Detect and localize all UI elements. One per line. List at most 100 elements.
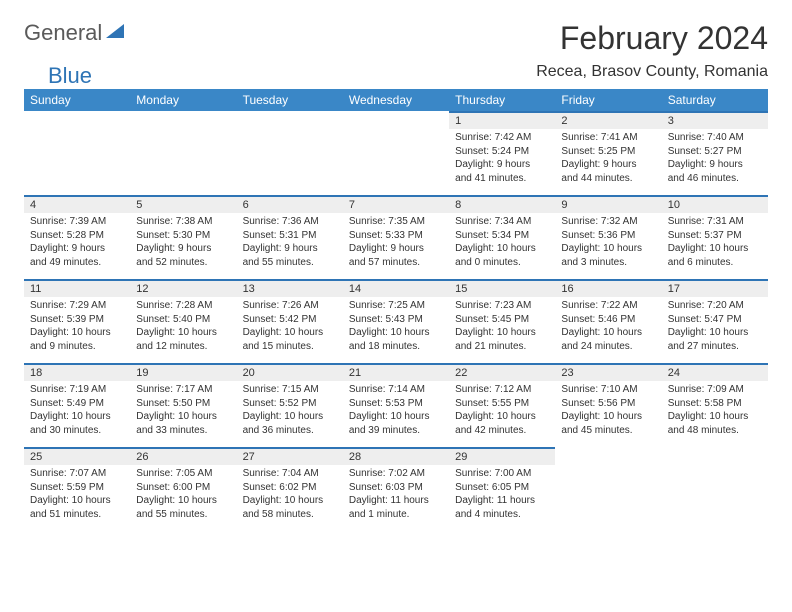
day-info-line: Daylight: 10 hours xyxy=(561,410,655,424)
day-info-line: Daylight: 10 hours xyxy=(136,326,230,340)
day-info-line: Sunset: 5:50 PM xyxy=(136,397,230,411)
day-number-strip: 15 xyxy=(449,279,555,297)
day-info: Sunrise: 7:07 AMSunset: 5:59 PMDaylight:… xyxy=(24,465,130,525)
day-info: Sunrise: 7:38 AMSunset: 5:30 PMDaylight:… xyxy=(130,213,236,273)
day-info-line: Sunrise: 7:14 AM xyxy=(349,383,443,397)
calendar-cell: 11Sunrise: 7:29 AMSunset: 5:39 PMDayligh… xyxy=(24,279,130,363)
day-info-line: Daylight: 10 hours xyxy=(243,410,337,424)
day-info-line: Daylight: 10 hours xyxy=(349,326,443,340)
calendar-cell: 29Sunrise: 7:00 AMSunset: 6:05 PMDayligh… xyxy=(449,447,555,531)
day-info-line: Daylight: 9 hours xyxy=(30,242,124,256)
day-info-line: Sunset: 5:39 PM xyxy=(30,313,124,327)
day-info-line: Sunset: 5:47 PM xyxy=(668,313,762,327)
day-info-line: and 41 minutes. xyxy=(455,172,549,186)
calendar-cell: 1Sunrise: 7:42 AMSunset: 5:24 PMDaylight… xyxy=(449,111,555,195)
day-info-line: Sunrise: 7:04 AM xyxy=(243,467,337,481)
day-info: Sunrise: 7:23 AMSunset: 5:45 PMDaylight:… xyxy=(449,297,555,357)
day-info-line: Daylight: 10 hours xyxy=(455,242,549,256)
day-info-line: Daylight: 10 hours xyxy=(455,326,549,340)
day-info: Sunrise: 7:28 AMSunset: 5:40 PMDaylight:… xyxy=(130,297,236,357)
day-number-strip: 18 xyxy=(24,363,130,381)
day-info-line: Sunset: 5:24 PM xyxy=(455,145,549,159)
day-info-line: Sunset: 5:37 PM xyxy=(668,229,762,243)
day-info-line: Sunset: 5:36 PM xyxy=(561,229,655,243)
day-info-line: Sunrise: 7:07 AM xyxy=(30,467,124,481)
day-info-line: Sunrise: 7:28 AM xyxy=(136,299,230,313)
day-info: Sunrise: 7:12 AMSunset: 5:55 PMDaylight:… xyxy=(449,381,555,441)
day-number-strip: 13 xyxy=(237,279,343,297)
day-number-strip: 9 xyxy=(555,195,661,213)
header-row: General February 2024 xyxy=(24,20,768,57)
day-number-strip: 28 xyxy=(343,447,449,465)
day-info-line: and 52 minutes. xyxy=(136,256,230,270)
day-info-line: Sunrise: 7:34 AM xyxy=(455,215,549,229)
day-info-line: and 44 minutes. xyxy=(561,172,655,186)
day-info-line: Sunrise: 7:35 AM xyxy=(349,215,443,229)
day-info-line: Sunset: 5:34 PM xyxy=(455,229,549,243)
calendar-cell xyxy=(662,447,768,531)
weekday-label: Thursday xyxy=(449,89,555,111)
day-info-line: Daylight: 9 hours xyxy=(668,158,762,172)
day-info-line: Sunrise: 7:31 AM xyxy=(668,215,762,229)
day-info-line: Sunrise: 7:17 AM xyxy=(136,383,230,397)
brand-general: General xyxy=(24,20,102,46)
day-info-line: Daylight: 10 hours xyxy=(243,494,337,508)
day-number-strip: 4 xyxy=(24,195,130,213)
day-info-line: Sunrise: 7:19 AM xyxy=(30,383,124,397)
day-info-line: Daylight: 10 hours xyxy=(668,242,762,256)
day-number-strip: 14 xyxy=(343,279,449,297)
calendar-cell: 25Sunrise: 7:07 AMSunset: 5:59 PMDayligh… xyxy=(24,447,130,531)
day-info-line: and 33 minutes. xyxy=(136,424,230,438)
day-info-line: Sunset: 6:05 PM xyxy=(455,481,549,495)
calendar-cell: 8Sunrise: 7:34 AMSunset: 5:34 PMDaylight… xyxy=(449,195,555,279)
calendar-cell: 9Sunrise: 7:32 AMSunset: 5:36 PMDaylight… xyxy=(555,195,661,279)
day-info-line: Sunset: 5:43 PM xyxy=(349,313,443,327)
day-info: Sunrise: 7:22 AMSunset: 5:46 PMDaylight:… xyxy=(555,297,661,357)
day-info-line: and 42 minutes. xyxy=(455,424,549,438)
day-info-line: Sunset: 6:02 PM xyxy=(243,481,337,495)
day-info-line: Daylight: 10 hours xyxy=(30,494,124,508)
day-number-strip: 27 xyxy=(237,447,343,465)
day-info-line: Sunset: 5:49 PM xyxy=(30,397,124,411)
day-info-line: Sunrise: 7:25 AM xyxy=(349,299,443,313)
calendar-cell: 6Sunrise: 7:36 AMSunset: 5:31 PMDaylight… xyxy=(237,195,343,279)
calendar-cell: 5Sunrise: 7:38 AMSunset: 5:30 PMDaylight… xyxy=(130,195,236,279)
calendar-weekday-header: SundayMondayTuesdayWednesdayThursdayFrid… xyxy=(24,89,768,111)
day-info-line: and 18 minutes. xyxy=(349,340,443,354)
day-info-line: and 3 minutes. xyxy=(561,256,655,270)
day-number-strip: 12 xyxy=(130,279,236,297)
day-info-line: Sunrise: 7:29 AM xyxy=(30,299,124,313)
day-info-line: Sunset: 5:25 PM xyxy=(561,145,655,159)
day-info-line: Sunset: 5:27 PM xyxy=(668,145,762,159)
day-info-line: Sunset: 5:56 PM xyxy=(561,397,655,411)
day-number-strip: 1 xyxy=(449,111,555,129)
day-number-strip: 19 xyxy=(130,363,236,381)
day-number-strip: 24 xyxy=(662,363,768,381)
calendar-cell: 20Sunrise: 7:15 AMSunset: 5:52 PMDayligh… xyxy=(237,363,343,447)
day-info-line: and 21 minutes. xyxy=(455,340,549,354)
day-info-line: Sunset: 5:52 PM xyxy=(243,397,337,411)
calendar-cell: 14Sunrise: 7:25 AMSunset: 5:43 PMDayligh… xyxy=(343,279,449,363)
brand-logo-line2: Blue xyxy=(24,63,92,89)
day-number-strip: 25 xyxy=(24,447,130,465)
day-info-line: Sunset: 5:55 PM xyxy=(455,397,549,411)
day-info: Sunrise: 7:19 AMSunset: 5:49 PMDaylight:… xyxy=(24,381,130,441)
day-info-line: Daylight: 10 hours xyxy=(668,326,762,340)
day-info-line: Sunset: 5:58 PM xyxy=(668,397,762,411)
day-info-line: Daylight: 10 hours xyxy=(349,410,443,424)
day-info-line: Daylight: 10 hours xyxy=(243,326,337,340)
calendar-cell: 23Sunrise: 7:10 AMSunset: 5:56 PMDayligh… xyxy=(555,363,661,447)
day-info: Sunrise: 7:25 AMSunset: 5:43 PMDaylight:… xyxy=(343,297,449,357)
day-info-line: and 55 minutes. xyxy=(136,508,230,522)
day-number-strip: 7 xyxy=(343,195,449,213)
day-info-line: Daylight: 10 hours xyxy=(136,410,230,424)
day-info-line: Sunset: 5:53 PM xyxy=(349,397,443,411)
day-info-line: and 45 minutes. xyxy=(561,424,655,438)
day-info: Sunrise: 7:41 AMSunset: 5:25 PMDaylight:… xyxy=(555,129,661,189)
day-info-line: Daylight: 10 hours xyxy=(561,326,655,340)
day-info-line: Daylight: 10 hours xyxy=(668,410,762,424)
day-info-line: Sunrise: 7:15 AM xyxy=(243,383,337,397)
day-info: Sunrise: 7:05 AMSunset: 6:00 PMDaylight:… xyxy=(130,465,236,525)
calendar-body: 1Sunrise: 7:42 AMSunset: 5:24 PMDaylight… xyxy=(24,111,768,531)
day-info-line: Sunrise: 7:20 AM xyxy=(668,299,762,313)
